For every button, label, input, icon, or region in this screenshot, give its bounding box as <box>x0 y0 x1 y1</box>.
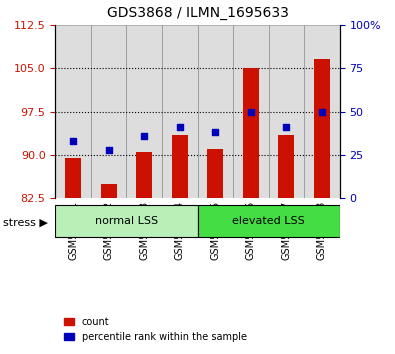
Point <box>283 124 290 130</box>
Bar <box>136 152 152 198</box>
Bar <box>278 135 294 198</box>
Bar <box>207 149 223 198</box>
Point <box>105 147 112 153</box>
Bar <box>243 68 259 198</box>
Bar <box>233 25 269 198</box>
Text: normal LSS: normal LSS <box>95 216 158 226</box>
Bar <box>91 25 126 198</box>
Bar <box>172 135 188 198</box>
Point <box>212 130 218 135</box>
Text: elevated LSS: elevated LSS <box>232 216 305 226</box>
Bar <box>304 25 340 198</box>
Bar <box>65 158 81 198</box>
Title: GDS3868 / ILMN_1695633: GDS3868 / ILMN_1695633 <box>107 6 288 19</box>
Bar <box>198 25 233 198</box>
Bar <box>269 25 304 198</box>
Bar <box>55 25 91 198</box>
Text: stress ▶: stress ▶ <box>2 217 47 227</box>
FancyBboxPatch shape <box>198 205 340 237</box>
FancyBboxPatch shape <box>55 205 198 237</box>
Point <box>248 109 254 114</box>
Point <box>319 109 325 114</box>
Legend: count, percentile rank within the sample: count, percentile rank within the sample <box>60 313 250 346</box>
Point <box>70 138 76 144</box>
Point <box>141 133 147 139</box>
Point <box>177 124 183 130</box>
Bar <box>314 59 330 198</box>
Bar <box>126 25 162 198</box>
Bar <box>101 184 117 198</box>
Bar <box>162 25 198 198</box>
